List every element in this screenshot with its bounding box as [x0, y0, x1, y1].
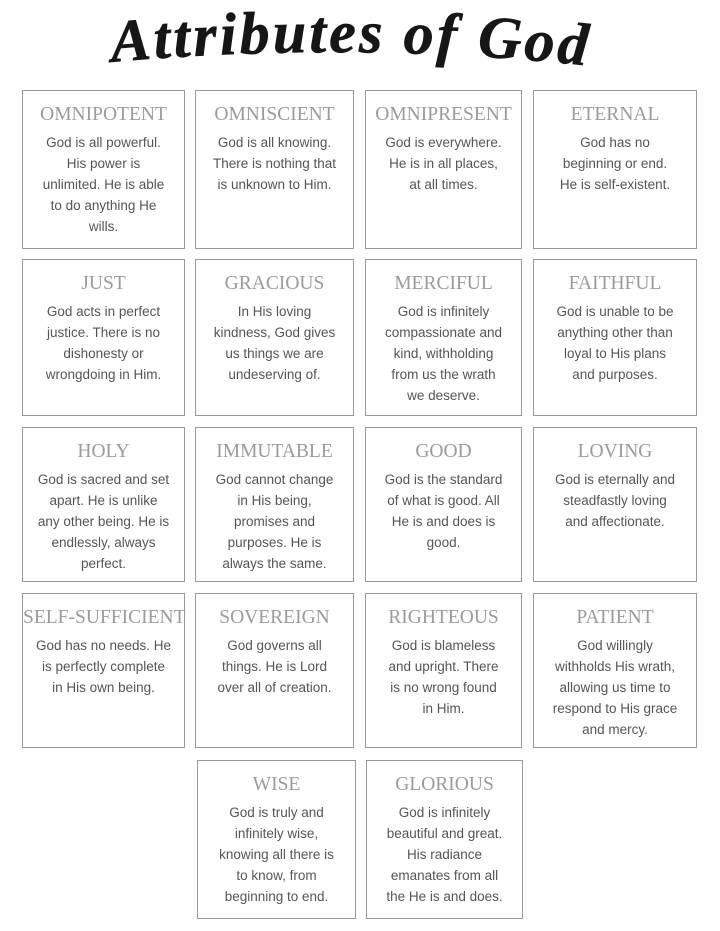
svg-text:Attributes of God: Attributes of God — [104, 0, 595, 79]
